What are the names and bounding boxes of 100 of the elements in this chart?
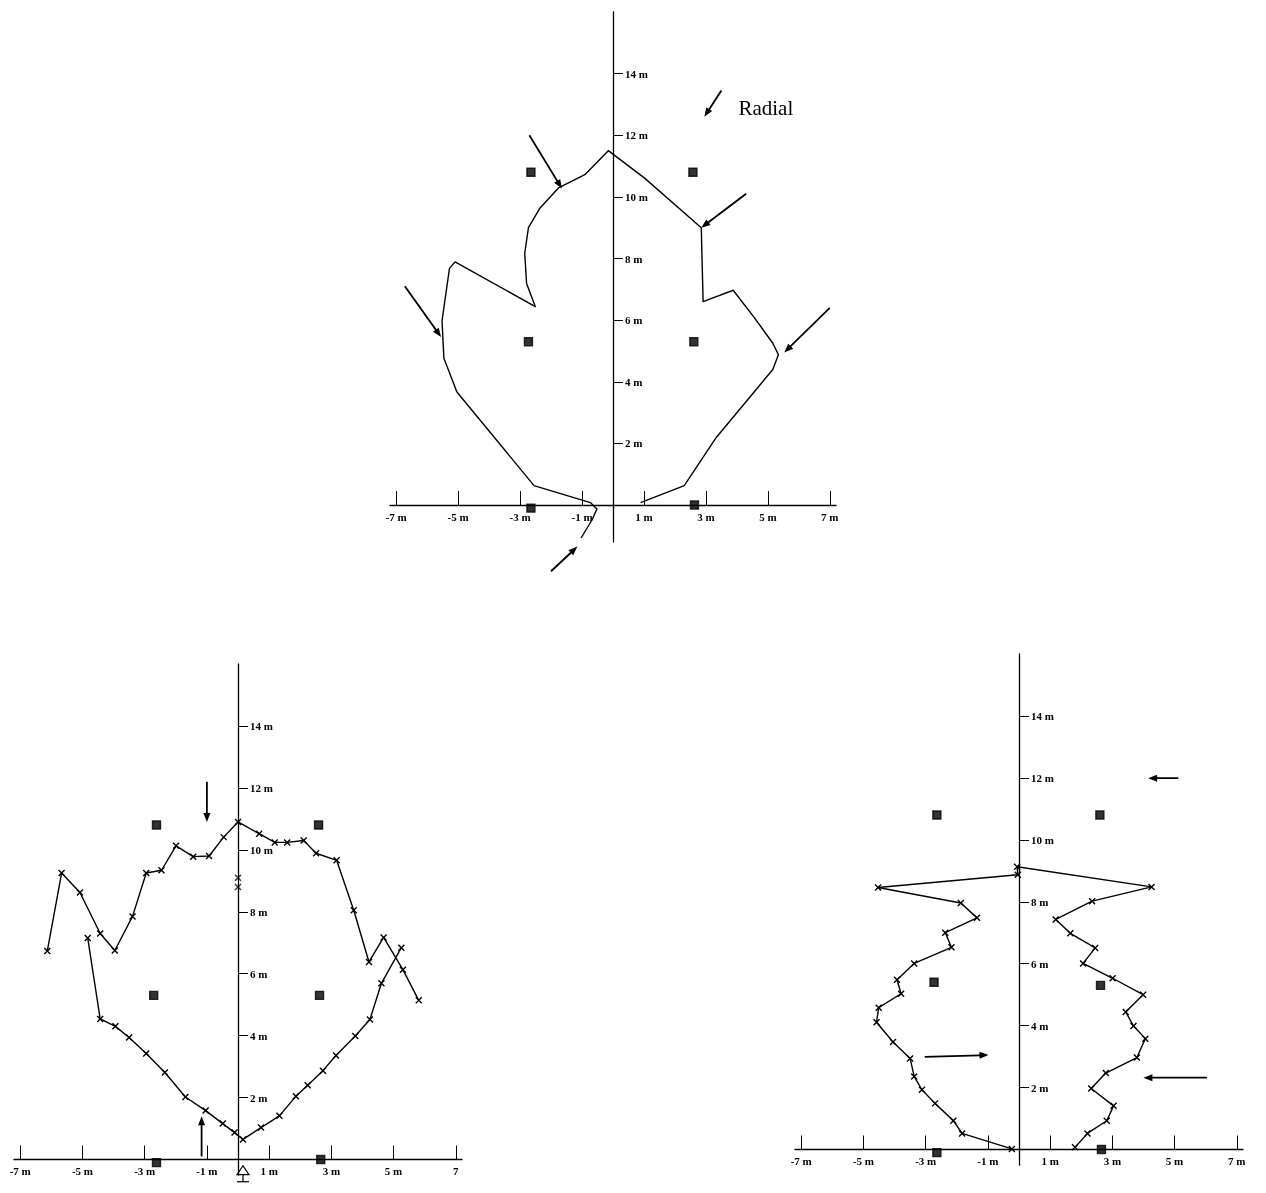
point (299, 836, 308, 845)
point (949, 1117, 958, 1125)
y-tick-label: 6 m (625, 314, 643, 327)
point (96, 1015, 104, 1023)
point (292, 1092, 300, 1101)
point (161, 1068, 169, 1077)
point (201, 1106, 210, 1115)
point (688, 167, 698, 177)
point (1102, 1069, 1110, 1077)
point (151, 1157, 162, 1168)
point (957, 899, 965, 907)
x-tick-label: 5 m (1165, 1155, 1184, 1168)
point (142, 869, 150, 877)
y-tick-label: 14 m (250, 719, 273, 732)
point (271, 838, 279, 847)
point (526, 503, 536, 513)
x-tick-label: 5 m (759, 510, 777, 523)
y-tick-label: 14 m (625, 67, 648, 80)
point (1129, 1022, 1138, 1030)
point (234, 818, 242, 826)
point (319, 1066, 327, 1075)
x-tick-label: 7 m (1228, 1155, 1246, 1168)
x-tick-label: -1 m (571, 510, 593, 523)
point (125, 1033, 133, 1042)
y-tick-label: 12 m (250, 781, 273, 794)
point (1139, 990, 1147, 999)
point (889, 1038, 897, 1046)
point (874, 1003, 883, 1012)
point (910, 959, 918, 968)
point (189, 852, 197, 861)
point (313, 820, 324, 830)
x-tick-label: 3 m (1103, 1155, 1122, 1168)
point (872, 1018, 881, 1026)
x-tick-label: -3 m (509, 510, 531, 523)
point (523, 337, 534, 347)
point (230, 1128, 239, 1137)
y-tick-label: 8 m (1031, 895, 1049, 908)
y-tick-label: 6 m (1031, 957, 1049, 970)
point (172, 842, 180, 850)
y-tick-label: 10 m (1031, 833, 1054, 846)
point (1108, 974, 1117, 982)
point (255, 830, 263, 838)
point (1141, 1034, 1150, 1043)
point (283, 838, 291, 847)
point (1083, 1129, 1092, 1138)
point (1095, 980, 1106, 991)
point (76, 888, 84, 897)
x-tick-label: 7 m (821, 510, 839, 523)
point (350, 906, 358, 914)
x-tick-label: 3 m (697, 510, 715, 523)
point (1071, 1143, 1079, 1152)
x-tick-label: -7 m (9, 1165, 31, 1178)
point (397, 943, 406, 952)
y-tick-label: 2 m (1031, 1081, 1049, 1094)
point (932, 810, 942, 820)
point (906, 1054, 914, 1063)
point (689, 500, 700, 510)
annotation: Radial (738, 95, 794, 120)
point (918, 1086, 926, 1094)
x-tick-label: 1 m (1041, 1155, 1059, 1168)
point (366, 1015, 374, 1024)
y-tick-label: 8 m (625, 252, 643, 265)
point (332, 856, 341, 865)
x-tick-label: 1 m (635, 510, 653, 523)
point (973, 914, 981, 922)
point (1103, 1117, 1111, 1125)
x-tick-label: 5 m (384, 1165, 403, 1178)
point (84, 934, 92, 942)
point (181, 1093, 190, 1101)
point (332, 1051, 340, 1060)
point (1122, 1008, 1130, 1016)
point (142, 1049, 150, 1058)
x-tick-label: -5 m (71, 1165, 93, 1178)
point (219, 1119, 227, 1128)
y-tick-label: 12 m (625, 129, 648, 142)
point (874, 883, 882, 892)
point (303, 1081, 312, 1089)
point (1087, 1084, 1095, 1093)
point (351, 1032, 359, 1040)
point (239, 1135, 247, 1144)
point (526, 167, 536, 177)
x-tick-label: -7 m (385, 510, 407, 523)
point (57, 869, 66, 877)
x-tick-label: -5 m (852, 1155, 874, 1168)
x-tick-label: 1 m (260, 1165, 278, 1178)
point (1133, 1053, 1141, 1062)
y-tick-label: 8 m (250, 905, 268, 918)
point (931, 1099, 939, 1108)
point (377, 979, 386, 987)
point (316, 1154, 326, 1165)
y-tick-label: 6 m (250, 967, 268, 980)
point (379, 933, 388, 942)
y-tick-label: 2 m (625, 437, 643, 450)
point (151, 820, 162, 830)
point (1091, 944, 1099, 952)
y-tick-label: 4 m (250, 1029, 268, 1042)
point (148, 990, 159, 1001)
point (111, 1022, 120, 1031)
x-tick-label: 7 (453, 1165, 460, 1178)
point (365, 958, 373, 966)
